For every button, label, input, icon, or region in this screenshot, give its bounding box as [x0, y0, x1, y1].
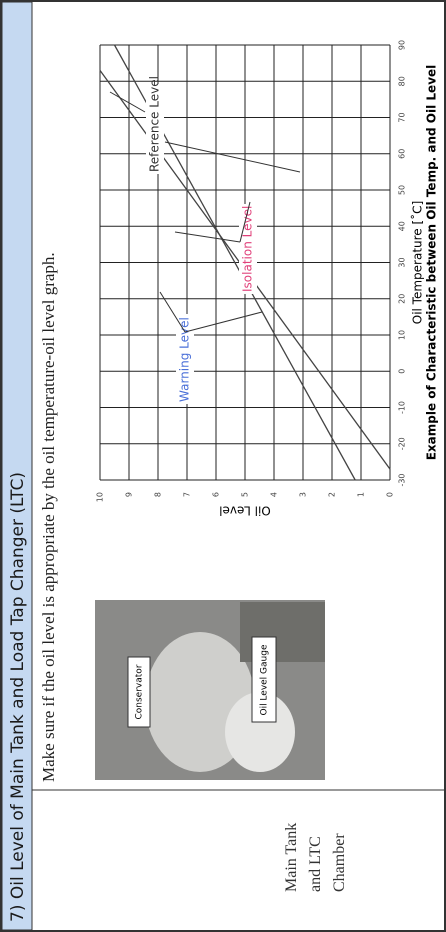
x-tick-label: 50: [398, 185, 407, 195]
chart-caption: Example of Characteristic between Oil Te…: [425, 65, 439, 461]
x-tick-label: 90: [398, 40, 407, 50]
x-tick-label: 80: [398, 76, 407, 86]
x-tick-label: 70: [398, 112, 407, 122]
y-tick-label: 4: [270, 492, 279, 497]
photo-label: Conservator: [135, 664, 145, 719]
page: 7) Oil Level of Main Tank and Load Tap C…: [0, 0, 446, 932]
x-tick-label: 30: [398, 257, 407, 267]
header-title: 7) Oil Level of Main Tank and Load Tap C…: [8, 472, 28, 922]
y-tick-label: 7: [183, 492, 192, 497]
x-tick-label: 20: [398, 294, 407, 304]
annotation: Isolation Level: [241, 206, 255, 292]
arrow: [175, 232, 240, 242]
y-tick-label: 5: [241, 492, 250, 497]
y-tick-label: 0: [386, 492, 395, 497]
annotation: Reference Level: [148, 76, 162, 172]
item-label: Main Tank and LTC Chamber: [280, 802, 352, 892]
x-tick-label: 10: [398, 330, 407, 340]
y-tick-label: 3: [299, 492, 308, 497]
canvas: 7) Oil Level of Main Tank and Load Tap C…: [0, 0, 446, 932]
document: 7) Oil Level of Main Tank and Load Tap C…: [0, 0, 446, 932]
y-tick-label: 2: [328, 492, 337, 497]
x-tick-label: 40: [398, 221, 407, 231]
photo-label: Oil Level Gauge: [260, 644, 270, 715]
arrow: [160, 292, 185, 332]
x-tick-label: -10: [398, 401, 407, 414]
y-tick-label: 1: [357, 492, 366, 497]
x-tick-label: 60: [398, 149, 407, 159]
y-tick-label: 10: [96, 492, 105, 502]
y-axis-label: Oil Level: [219, 504, 271, 518]
y-tick-label: 9: [125, 492, 134, 497]
description: Make sure if the oil level is appropriat…: [36, 10, 62, 782]
x-axis-label: Oil Temperature [˚C]: [410, 201, 425, 325]
y-tick-label: 8: [154, 492, 163, 497]
annotation: Warning Level: [178, 317, 192, 402]
x-tick-label: 0: [398, 369, 407, 374]
arrow: [185, 312, 262, 332]
photo: Conservator Oil Level Gauge: [95, 600, 325, 780]
y-tick-label: 6: [212, 492, 221, 497]
x-tick-label: -20: [398, 437, 407, 450]
arrow: [165, 142, 300, 172]
table-border: [1, 1, 445, 931]
x-tick-label: -30: [398, 473, 407, 486]
